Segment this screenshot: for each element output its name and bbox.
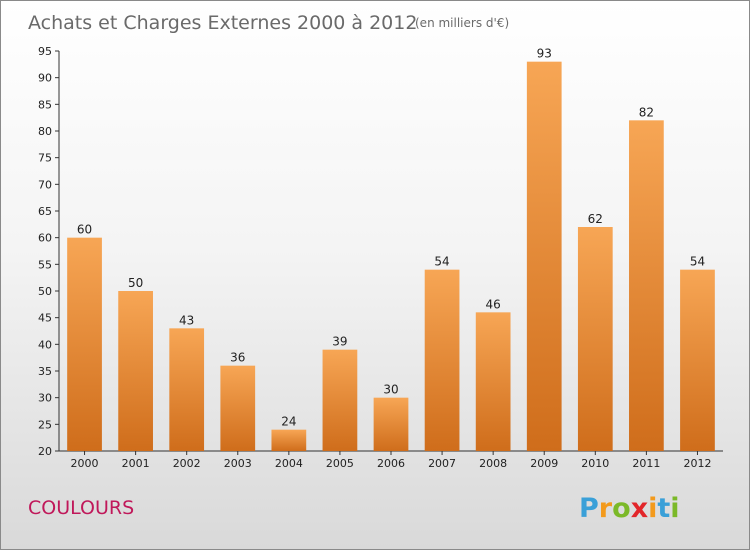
y-tick-label: 20 [38, 445, 52, 458]
y-tick-label: 35 [38, 365, 52, 378]
bar [322, 349, 358, 451]
bar-value-label: 60 [77, 223, 92, 237]
y-tick-label: 80 [38, 125, 52, 138]
y-tick-label: 55 [38, 258, 52, 271]
bar-value-label: 43 [179, 313, 194, 327]
y-tick-label: 40 [38, 338, 52, 351]
bar-value-label: 50 [128, 276, 143, 290]
logo-letter: o [612, 493, 631, 524]
bar-value-label: 54 [434, 255, 449, 269]
bar [220, 365, 256, 451]
x-tick-label: 2007 [428, 457, 456, 470]
logo-letter: P [579, 493, 599, 524]
bar [680, 269, 715, 451]
x-tick-label: 2008 [479, 457, 507, 470]
y-tick-label: 90 [38, 72, 52, 85]
x-tick-label: 2010 [581, 457, 609, 470]
y-tick-label: 95 [38, 45, 52, 58]
bar-value-label: 82 [639, 105, 654, 119]
x-tick-label: 2005 [326, 457, 354, 470]
y-tick-label: 70 [38, 178, 52, 191]
x-tick-label: 2004 [275, 457, 303, 470]
x-tick-label: 2006 [377, 457, 405, 470]
logo-letter: r [599, 493, 613, 524]
bar [169, 328, 205, 451]
y-tick-label: 50 [38, 285, 52, 298]
data-labels: 60 50 43 36 24 39 30 54 46 93 62 82 54 [77, 47, 705, 429]
logo-letter: x [631, 493, 648, 524]
bar-value-label: 54 [690, 255, 705, 269]
bar [373, 397, 409, 451]
logo-letter: i [670, 493, 679, 524]
x-tick-label: 2012 [683, 457, 711, 470]
x-tick-label: 2003 [224, 457, 252, 470]
x-axis: 2000 2001 2002 2003 2004 2005 2006 2007 2008 2009… [59, 450, 723, 470]
y-tick-label: 45 [38, 312, 52, 325]
bar [475, 312, 511, 451]
bar-value-label: 62 [588, 212, 603, 226]
bar [526, 61, 562, 452]
y-axis: 20 25 30 35 40 45 50 55 60 65 70 75 80 85 90 95 [38, 45, 60, 458]
y-tick-label: 30 [38, 392, 52, 405]
y-tick-label: 60 [38, 232, 52, 245]
chart-subtitle: (en milliers d'€) [415, 16, 509, 30]
x-tick-label: 2001 [122, 457, 150, 470]
x-tick-label: 2002 [173, 457, 201, 470]
bar-value-label: 24 [281, 415, 296, 429]
bar [118, 291, 153, 451]
logo-letter: t [657, 493, 670, 524]
logo-letter: i [648, 493, 657, 524]
proxiti-logo: Proxiti [579, 493, 680, 524]
bar [629, 120, 664, 451]
bar-value-label: 46 [486, 297, 501, 311]
bar [271, 429, 307, 451]
bar [67, 237, 102, 451]
bar [577, 227, 613, 451]
bar-value-label: 30 [383, 383, 398, 397]
y-tick-label: 65 [38, 205, 52, 218]
bar-value-label: 39 [332, 335, 347, 349]
bars [67, 61, 715, 452]
bar-value-label: 93 [537, 47, 552, 61]
location-name: COULOURS [28, 497, 134, 519]
x-tick-label: 2000 [71, 457, 99, 470]
y-tick-label: 75 [38, 152, 52, 165]
x-tick-label: 2011 [632, 457, 660, 470]
bar [424, 269, 460, 451]
y-tick-label: 85 [38, 98, 52, 111]
y-tick-label: 25 [38, 418, 52, 431]
chart-title: Achats et Charges Externes 2000 à 2012 [28, 12, 417, 34]
bar-value-label: 36 [230, 351, 245, 365]
x-tick-label: 2009 [530, 457, 558, 470]
